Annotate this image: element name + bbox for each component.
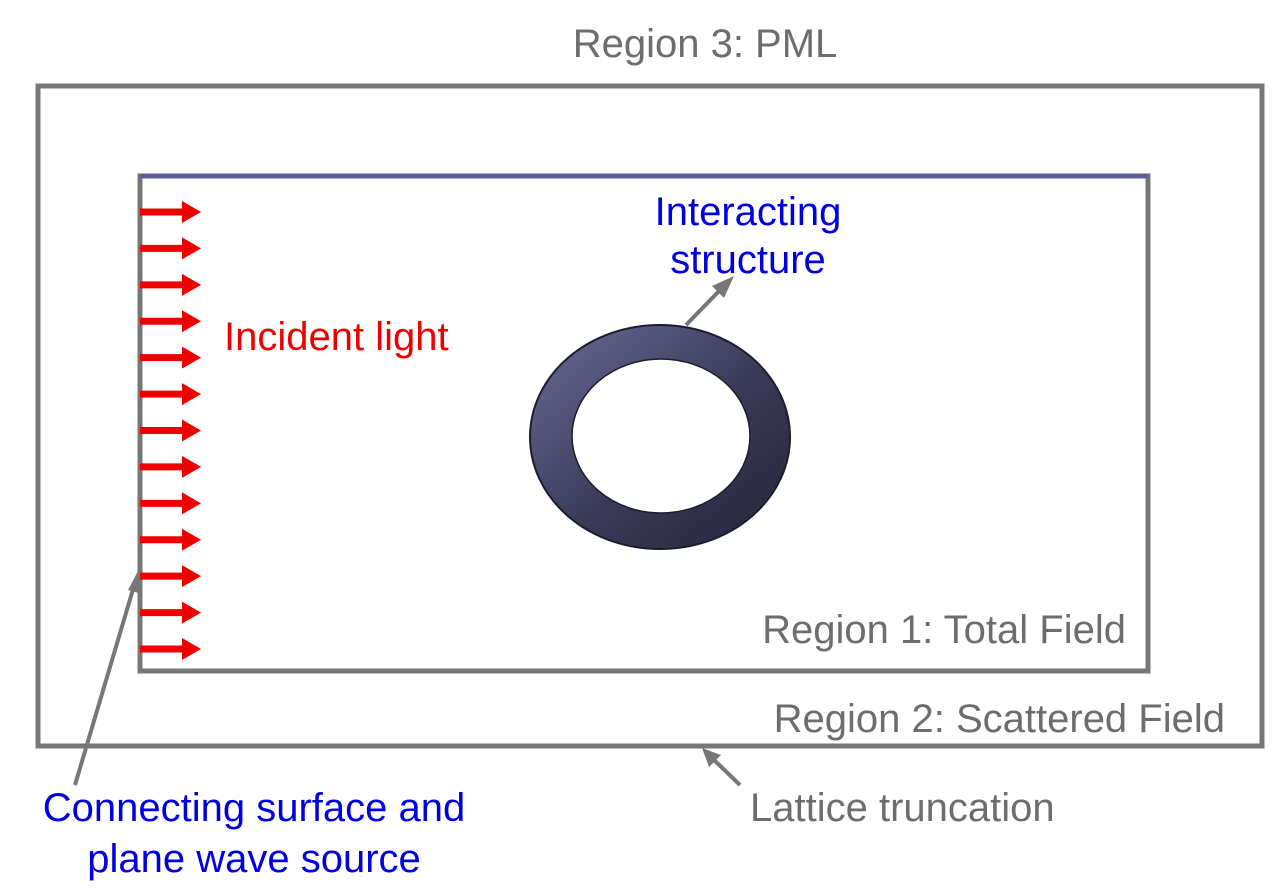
lattice-boundary <box>35 83 1265 749</box>
incident-light-arrow <box>140 201 201 223</box>
incident-light-arrow <box>140 310 201 333</box>
incident-light-arrow <box>140 528 201 551</box>
connecting-surface-label-line1: Connecting surface and <box>43 786 466 830</box>
incident-light-arrow <box>140 492 201 515</box>
incident-light-arrow <box>140 383 201 406</box>
connecting-surface-label-line2: plane wave source <box>87 837 421 881</box>
interacting-structure-pointer-head <box>712 276 734 298</box>
incident-light-arrow <box>140 237 201 260</box>
incident-light-arrow <box>140 273 201 296</box>
interacting-structure-pointer <box>684 286 724 327</box>
connecting-surface-pointer-head <box>128 569 142 594</box>
incident-light-arrow <box>140 419 201 442</box>
interacting-structure-label-line1: Interacting <box>655 190 842 234</box>
lattice-truncation-label: Lattice truncation <box>750 786 1055 830</box>
incident-light-label: Incident light <box>224 315 449 359</box>
lattice-truncation-pointer <box>710 756 742 787</box>
incident-light-arrow <box>140 455 201 478</box>
lattice-truncation-pointer-head <box>702 748 721 767</box>
interacting-structure-label-line2: structure <box>670 238 826 282</box>
ring-inner-edge <box>571 358 751 514</box>
region-2-scattered-field-label: Region 2: Scattered Field <box>774 697 1225 741</box>
region-1-total-field-label: Region 1: Total Field <box>762 608 1126 652</box>
incident-light-arrows <box>140 201 201 660</box>
incident-light-arrow <box>140 565 201 588</box>
incident-light-arrow <box>140 346 201 369</box>
incident-light-arrow <box>140 601 201 624</box>
region-3-pml-label: Region 3: PML <box>573 22 838 66</box>
connecting-surface-pointer <box>73 585 136 786</box>
incident-light-arrow <box>140 638 201 660</box>
